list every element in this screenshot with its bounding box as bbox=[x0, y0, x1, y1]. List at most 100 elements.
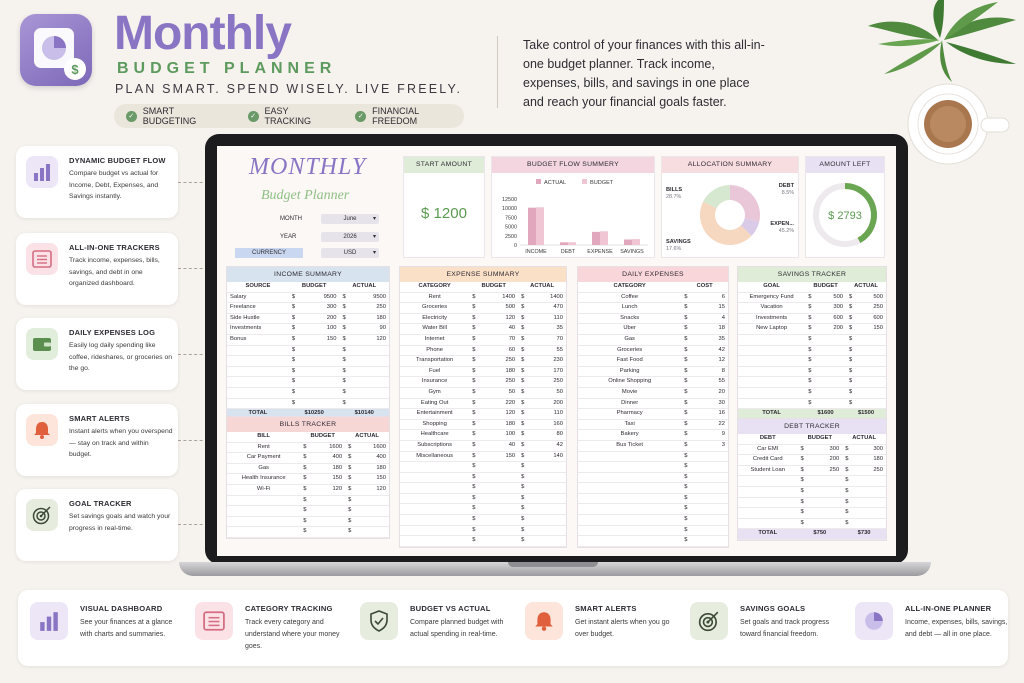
table-row[interactable]: Groceries $500 $470 bbox=[400, 302, 566, 314]
empty-row[interactable]: $ $ bbox=[400, 461, 566, 473]
empty-row[interactable]: $ $ bbox=[738, 518, 886, 530]
empty-row[interactable]: $ bbox=[578, 472, 728, 484]
empty-row[interactable]: $ bbox=[578, 525, 728, 537]
empty-row[interactable]: $ $ bbox=[400, 503, 566, 516]
empty-row[interactable]: $ $ bbox=[227, 516, 389, 528]
cell-value: 1400 bbox=[502, 293, 516, 300]
table-row[interactable]: Bus Ticket $3 bbox=[578, 440, 728, 452]
table-row[interactable]: Miscellaneous $150 $140 bbox=[400, 451, 566, 463]
empty-row[interactable]: $ $ bbox=[738, 497, 886, 509]
table-row[interactable]: Bonus $150 $120 bbox=[227, 334, 389, 346]
table-row[interactable]: Insurance $250 $250 bbox=[400, 376, 566, 388]
empty-row[interactable]: $ $ bbox=[738, 355, 886, 367]
bell-icon bbox=[525, 602, 563, 640]
empty-row[interactable]: $ $ bbox=[227, 345, 389, 357]
table-row[interactable]: Investments $100 $90 bbox=[227, 323, 389, 335]
table-row[interactable]: Wi-Fi $120 $120 bbox=[227, 484, 389, 496]
empty-row[interactable]: $ $ bbox=[227, 366, 389, 378]
table-row[interactable]: Dinner $30 bbox=[578, 398, 728, 410]
table-row[interactable]: Snacks $4 bbox=[578, 313, 728, 325]
empty-row[interactable]: $ $ bbox=[738, 486, 886, 498]
table-row[interactable]: Credit Card $200 $180 bbox=[738, 454, 886, 466]
empty-row[interactable]: $ $ bbox=[400, 482, 566, 494]
table-row[interactable]: Gas $35 bbox=[578, 334, 728, 346]
empty-row[interactable]: $ $ bbox=[227, 355, 389, 367]
column-header: DEBT bbox=[738, 434, 798, 445]
empty-row[interactable]: $ $ bbox=[227, 387, 389, 399]
table-row[interactable]: New Laptop $200 $150 bbox=[738, 323, 886, 335]
empty-row[interactable]: $ $ bbox=[738, 334, 886, 346]
table-row[interactable]: Subscriptions $40 $42 bbox=[400, 440, 566, 452]
table-row[interactable]: Emergency Fund $500 $500 bbox=[738, 292, 886, 304]
table-row[interactable]: Gas $180 $180 bbox=[227, 463, 389, 475]
empty-row[interactable]: $ $ bbox=[400, 535, 566, 547]
empty-row[interactable]: $ bbox=[578, 535, 728, 547]
table-row[interactable]: Investments $600 $600 bbox=[738, 313, 886, 325]
table-row[interactable]: Online Shopping $55 bbox=[578, 376, 728, 388]
row-value: $200 bbox=[797, 454, 843, 466]
empty-row[interactable]: $ $ bbox=[738, 398, 886, 410]
table-row[interactable]: Uber $18 bbox=[578, 323, 728, 335]
table-row[interactable]: Student Loan $250 $250 bbox=[738, 465, 886, 477]
currency-select[interactable]: USD bbox=[321, 248, 379, 258]
table-row[interactable]: Taxi $22 bbox=[578, 419, 728, 431]
table-row[interactable]: Lunch $15 bbox=[578, 302, 728, 314]
currency-symbol: $ bbox=[472, 304, 476, 311]
shield-check-icon bbox=[360, 602, 398, 640]
empty-row[interactable]: $ bbox=[578, 482, 728, 494]
table-row[interactable]: Water Bill $40 $35 bbox=[400, 323, 566, 335]
empty-row[interactable]: $ $ bbox=[738, 366, 886, 378]
empty-row[interactable]: $ $ bbox=[227, 376, 389, 388]
empty-row[interactable]: $ $ bbox=[400, 514, 566, 526]
table-row[interactable]: Electricity $120 $110 bbox=[400, 313, 566, 325]
empty-row[interactable]: $ bbox=[578, 493, 728, 505]
table-row[interactable]: Salary $9500 $9500 bbox=[227, 292, 389, 304]
empty-row[interactable]: $ $ bbox=[738, 376, 886, 388]
empty-row[interactable]: $ $ bbox=[227, 398, 389, 410]
table-row[interactable]: Shopping $180 $160 bbox=[400, 419, 566, 431]
month-select[interactable]: June bbox=[321, 214, 379, 224]
table-row[interactable]: Eating Out $220 $200 bbox=[400, 398, 566, 410]
empty-row[interactable]: $ $ bbox=[400, 525, 566, 537]
empty-row[interactable]: $ $ bbox=[400, 493, 566, 505]
cell-value: 180 bbox=[332, 464, 343, 471]
list-icon bbox=[26, 243, 58, 275]
table-row[interactable]: Car EMI $300 $300 bbox=[738, 444, 886, 456]
table-row[interactable]: Coffee $6 bbox=[578, 292, 728, 304]
table-row[interactable]: Freelance $300 $250 bbox=[227, 302, 389, 314]
empty-row[interactable]: $ $ bbox=[738, 475, 886, 487]
target-icon bbox=[690, 602, 728, 640]
year-select[interactable]: 2026 bbox=[321, 232, 379, 242]
table-row[interactable]: Bakery $9 bbox=[578, 429, 728, 441]
table-row[interactable]: Parking $8 bbox=[578, 366, 728, 378]
table-row[interactable]: Health Insurance $150 $150 bbox=[227, 473, 389, 485]
empty-row[interactable]: $ $ bbox=[227, 505, 389, 517]
table-row[interactable]: Side Hustle $200 $180 bbox=[227, 313, 389, 325]
table-row[interactable]: Rent $1600 $1600 bbox=[227, 442, 389, 454]
empty-row[interactable]: $ bbox=[578, 461, 728, 473]
table-row[interactable]: Internet $70 $70 bbox=[400, 334, 566, 346]
empty-row[interactable]: $ $ bbox=[227, 526, 389, 538]
table-row[interactable]: Phone $60 $55 bbox=[400, 345, 566, 357]
table-row[interactable]: Healthcare $100 $80 bbox=[400, 429, 566, 441]
empty-row[interactable]: $ $ bbox=[738, 507, 886, 519]
empty-row[interactable]: $ bbox=[578, 503, 728, 516]
table-row[interactable]: Fast Food $12 bbox=[578, 355, 728, 367]
empty-row[interactable]: $ $ bbox=[738, 387, 886, 399]
empty-row[interactable]: $ bbox=[578, 514, 728, 526]
table-row[interactable]: Fuel $180 $170 bbox=[400, 366, 566, 378]
table-row[interactable]: Rent $1400 $1400 bbox=[400, 292, 566, 304]
table-row[interactable]: Pharmacy $16 bbox=[578, 408, 728, 420]
table-row[interactable]: Vacation $300 $250 bbox=[738, 302, 886, 314]
empty-row[interactable]: $ $ bbox=[738, 345, 886, 357]
table-row[interactable]: Transportation $250 $230 bbox=[400, 355, 566, 367]
empty-row[interactable]: $ $ bbox=[400, 472, 566, 484]
empty-row[interactable]: $ bbox=[578, 451, 728, 463]
table-row[interactable]: Movie $20 bbox=[578, 387, 728, 399]
table-row[interactable]: Entertainment $120 $110 bbox=[400, 408, 566, 420]
table-row[interactable]: Car Payment $400 $400 bbox=[227, 452, 389, 464]
row-value: $9500 bbox=[288, 292, 340, 304]
table-row[interactable]: Gym $50 $50 bbox=[400, 387, 566, 399]
table-row[interactable]: Groceries $42 bbox=[578, 345, 728, 357]
empty-row[interactable]: $ $ bbox=[227, 495, 389, 507]
